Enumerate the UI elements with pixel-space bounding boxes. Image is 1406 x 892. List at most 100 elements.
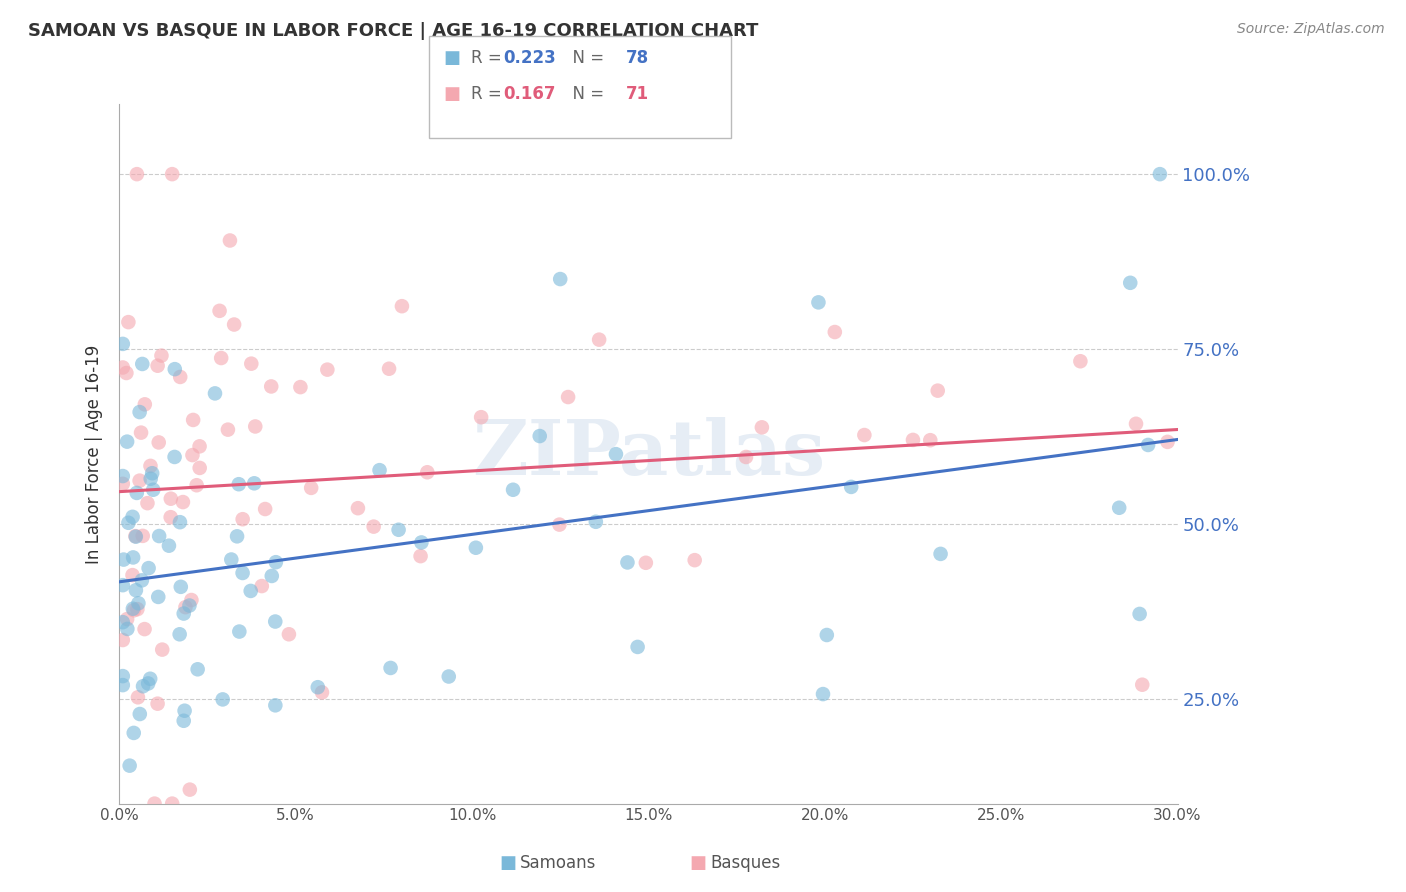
Point <box>179 599 201 613</box>
Point <box>290 380 312 394</box>
Point <box>118 758 141 772</box>
Point <box>245 419 267 434</box>
Text: ■: ■ <box>499 855 516 872</box>
Point <box>211 692 233 706</box>
Point <box>111 360 134 375</box>
Point <box>127 602 149 616</box>
Point <box>411 535 433 549</box>
Point <box>264 615 287 629</box>
Point <box>807 295 830 310</box>
Point <box>260 379 283 393</box>
Point <box>824 325 846 339</box>
Point <box>187 662 209 676</box>
Point <box>243 476 266 491</box>
Point <box>121 568 143 582</box>
Point <box>311 685 333 699</box>
Point <box>125 486 148 500</box>
Point <box>240 357 263 371</box>
Text: R =: R = <box>471 85 508 103</box>
Point <box>927 384 949 398</box>
Text: ■: ■ <box>443 49 460 67</box>
Point <box>605 447 627 461</box>
Point <box>260 569 283 583</box>
Point <box>125 530 148 544</box>
Point <box>232 512 254 526</box>
Point <box>146 697 169 711</box>
Point <box>128 474 150 488</box>
Point <box>208 303 231 318</box>
Point <box>347 501 370 516</box>
Point <box>139 672 162 686</box>
Point <box>529 429 551 443</box>
Point <box>811 687 834 701</box>
Point <box>464 541 486 555</box>
Text: SAMOAN VS BASQUE IN LABOR FORCE | AGE 16-19 CORRELATION CHART: SAMOAN VS BASQUE IN LABOR FORCE | AGE 16… <box>28 22 758 40</box>
Text: Samoans: Samoans <box>520 855 596 872</box>
Point <box>148 529 170 543</box>
Point <box>134 397 156 411</box>
Point <box>416 465 439 479</box>
Point <box>839 480 862 494</box>
Point <box>172 495 194 509</box>
Point <box>136 676 159 690</box>
Point <box>122 726 145 740</box>
Point <box>169 515 191 529</box>
Point <box>920 433 942 447</box>
Point <box>148 590 170 604</box>
Point <box>588 333 610 347</box>
Point <box>250 579 273 593</box>
Point <box>111 469 134 483</box>
Point <box>163 362 186 376</box>
Point <box>159 510 181 524</box>
Point <box>169 370 191 384</box>
Point <box>111 678 134 692</box>
Point <box>127 690 149 705</box>
Text: 78: 78 <box>626 49 648 67</box>
Point <box>239 583 262 598</box>
Point <box>735 450 758 464</box>
Point <box>181 448 204 462</box>
Point <box>1149 167 1171 181</box>
Point <box>150 349 173 363</box>
Point <box>224 318 246 332</box>
Point <box>548 517 571 532</box>
Point <box>122 550 145 565</box>
Point <box>112 552 135 566</box>
Point <box>1130 678 1153 692</box>
Point <box>188 461 211 475</box>
Point <box>751 420 773 434</box>
Point <box>232 566 254 580</box>
Point <box>136 496 159 510</box>
Point <box>111 633 134 648</box>
Point <box>127 596 149 610</box>
Point <box>132 529 155 543</box>
Point <box>111 669 134 683</box>
Point <box>1129 607 1152 621</box>
Point <box>160 797 183 811</box>
Point <box>209 351 232 365</box>
Point <box>132 679 155 693</box>
Point <box>186 478 208 492</box>
Point <box>1069 354 1091 368</box>
Point <box>264 698 287 713</box>
Point <box>125 167 148 181</box>
Point <box>815 628 838 642</box>
Point <box>124 529 146 543</box>
Point <box>217 423 239 437</box>
Text: R =: R = <box>471 49 508 67</box>
Point <box>616 556 638 570</box>
Point <box>122 603 145 617</box>
Point <box>226 529 249 543</box>
Point <box>173 607 195 621</box>
Point <box>131 357 153 371</box>
Y-axis label: In Labor Force | Age 16-19: In Labor Force | Age 16-19 <box>86 344 103 564</box>
Point <box>117 622 139 636</box>
Point <box>159 491 181 506</box>
Point <box>163 450 186 464</box>
Text: ZIPatlas: ZIPatlas <box>472 417 825 491</box>
Point <box>409 549 432 563</box>
Point <box>148 435 170 450</box>
Point <box>502 483 524 497</box>
Point <box>181 413 204 427</box>
Point <box>173 714 195 728</box>
